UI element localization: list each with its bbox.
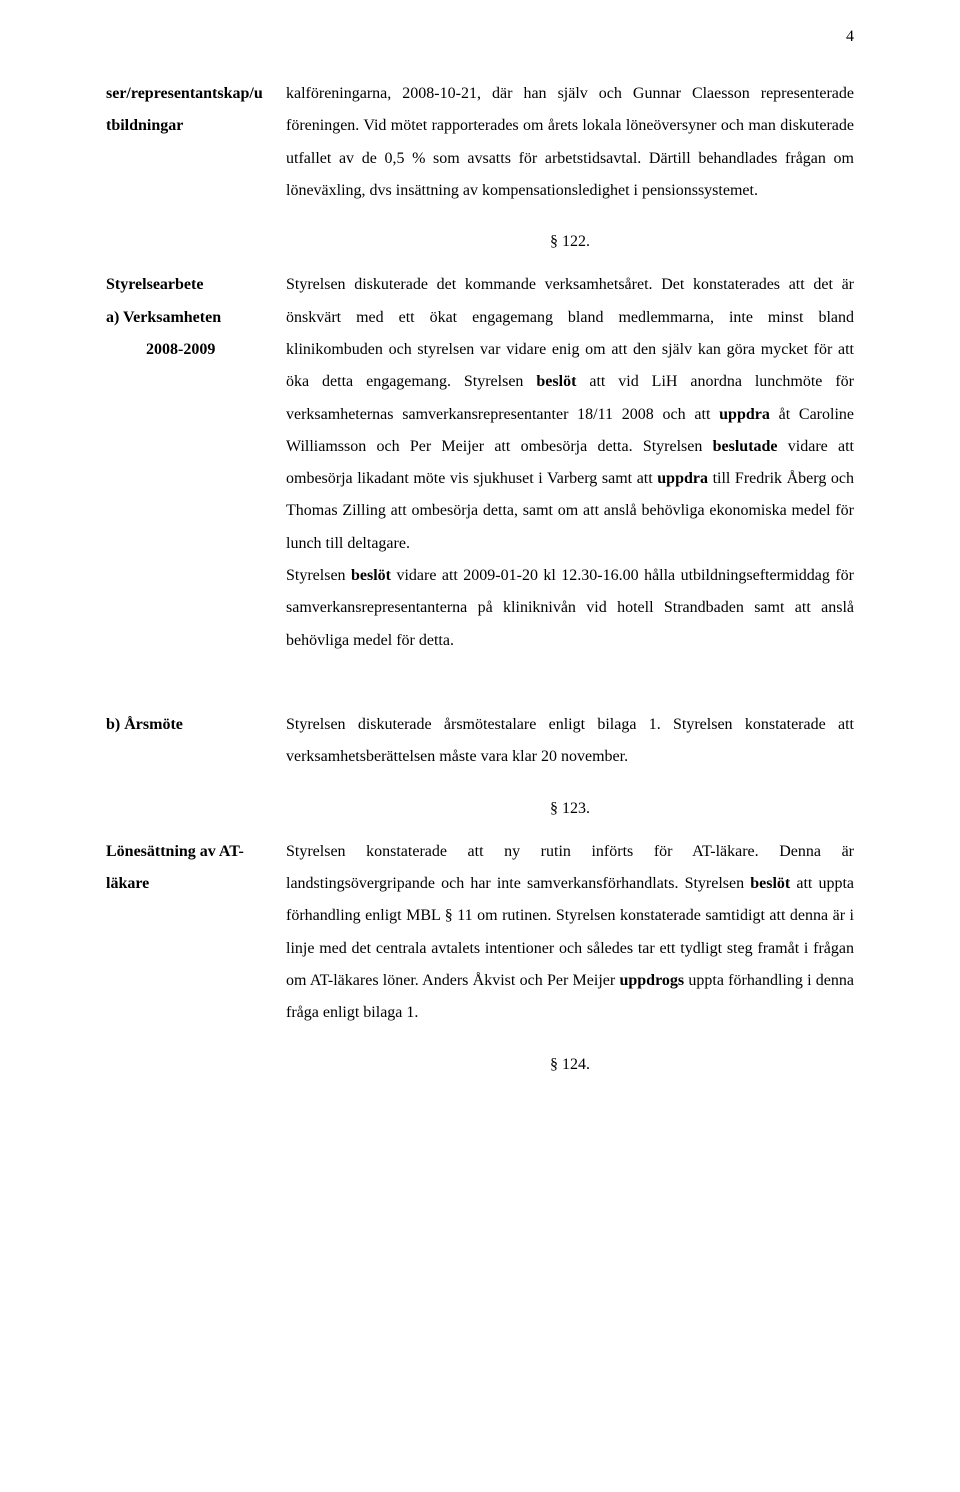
section-row: b) Årsmöte Styrelsen diskuterade årsmöte… [106,709,854,774]
section-number: § 122. [286,233,854,251]
margin-label-col: ser/representantskap/u tbildningar [106,78,286,207]
margin-label-col: Lönesättning av AT- läkare [106,836,286,1030]
margin-label-col: b) Årsmöte [106,709,286,774]
margin-label: ser/representantskap/u [106,78,270,110]
section-row: ser/representantskap/u tbildningar kalfö… [106,78,854,207]
paragraph: Styrelsen diskuterade det kommande verks… [286,269,854,657]
section-number: § 123. [286,800,854,818]
document-content: ser/representantskap/u tbildningar kalfö… [106,78,854,1074]
bold-text: uppdra [719,406,770,423]
margin-label-sub: a) Verksamheten [106,302,270,334]
margin-label-col: Styrelsearbete a) Verksamheten 2008-2009 [106,269,286,657]
page-number: 4 [846,28,854,46]
paragraph: Styrelsen konstaterade att ny rutin infö… [286,836,854,1030]
margin-label: läkare [106,868,270,900]
paragraph: Styrelsen diskuterade årsmötestalare enl… [286,709,854,774]
bold-text: beslutade [713,438,778,455]
section-row: Lönesättning av AT- läkare Styrelsen kon… [106,836,854,1030]
section-row: Styrelsearbete a) Verksamheten 2008-2009… [106,269,854,657]
margin-label: Styrelsearbete [106,269,270,301]
margin-label: Lönesättning av AT- [106,836,270,868]
margin-label-sub: b) Årsmöte [106,709,270,741]
bold-text: uppdrogs [619,972,684,989]
margin-label: tbildningar [106,110,270,142]
section-number: § 124. [286,1056,854,1074]
bold-text: beslöt [750,875,790,892]
bold-text: uppdra [657,470,708,487]
bold-text: beslöt [351,567,391,584]
text-run: Styrelsen [286,567,351,584]
bold-text: beslöt [536,373,576,390]
margin-label-sub: 2008-2009 [106,334,270,366]
paragraph: kalföreningarna, 2008-10-21, där han sjä… [286,78,854,207]
